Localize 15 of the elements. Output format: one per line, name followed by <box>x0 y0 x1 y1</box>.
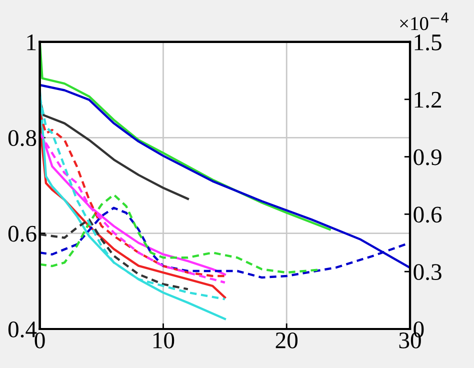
x-tick-label: 20 <box>276 332 298 348</box>
line-series <box>40 194 319 274</box>
y-tick-label: 0.8 <box>8 130 36 146</box>
x-tick-label: 0 <box>34 332 45 348</box>
y2-tick-label: 0.9 <box>414 149 442 166</box>
y2-tick-label: 1.5 <box>414 34 442 50</box>
y2-tick-label: 0.6 <box>414 206 442 223</box>
y-tick-label: 0.6 <box>8 226 36 242</box>
x-tick-label: 10 <box>153 332 174 348</box>
y-tick-label: 0.4 <box>8 321 37 338</box>
y-tick-label: 1 <box>27 34 36 50</box>
line-series <box>40 218 190 290</box>
y2-tick-label: 1.2 <box>414 92 441 108</box>
y2-tick-label: 0.3 <box>414 264 442 280</box>
text: ×10$^{−4}$ <box>400 12 448 30</box>
